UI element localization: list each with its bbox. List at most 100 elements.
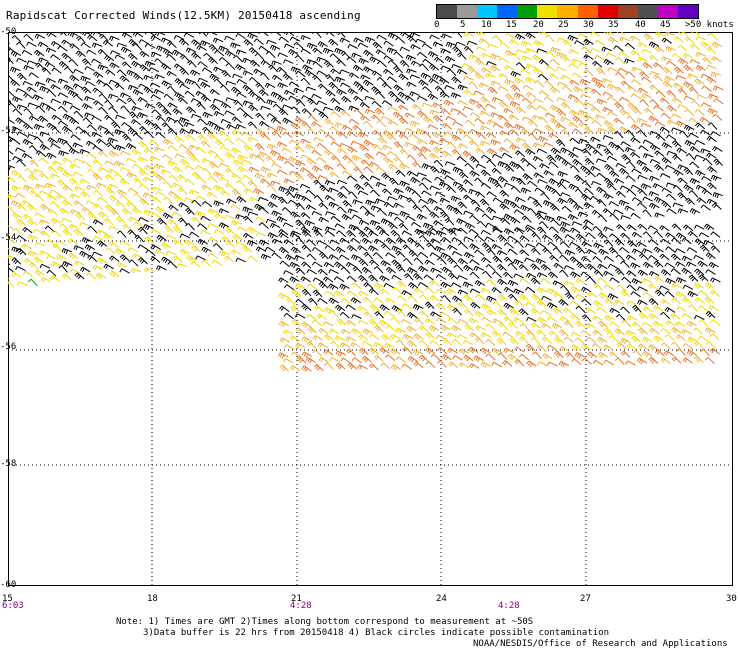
wind-barb — [631, 278, 642, 285]
wind-barb — [379, 275, 390, 282]
wind-barb — [684, 140, 696, 147]
wind-barb — [383, 156, 394, 164]
wind-barb — [563, 265, 575, 270]
wind-barb — [579, 78, 591, 85]
wind-barb — [519, 294, 530, 301]
wind-barb — [675, 232, 687, 239]
wind-barb — [695, 184, 707, 191]
wind-barb — [38, 157, 50, 165]
wind-barb — [670, 313, 681, 320]
wind-barb — [34, 269, 45, 277]
wind-barb — [515, 137, 527, 143]
wind-barb — [172, 225, 183, 233]
wind-barb — [396, 237, 407, 244]
wind-barb — [358, 334, 369, 341]
wind-barb — [41, 67, 52, 75]
wind-barb — [503, 302, 514, 310]
wind-barb — [481, 257, 492, 264]
wind-barb — [439, 91, 450, 98]
wind-barb — [636, 241, 647, 248]
wind-barb — [186, 255, 197, 262]
wind-barb — [368, 274, 379, 282]
wind-barb — [475, 294, 486, 301]
wind-barb — [683, 167, 694, 176]
wind-barb — [491, 361, 502, 368]
wind-barb — [208, 236, 219, 244]
wind-barb — [405, 215, 416, 222]
wind-barb — [397, 104, 409, 111]
wind-barb — [56, 254, 67, 261]
wind-barb — [395, 356, 406, 363]
wind-barb — [62, 171, 73, 178]
wind-barb — [671, 223, 682, 231]
wind-barb — [243, 144, 254, 152]
wind-barb — [301, 108, 312, 116]
wind-barb — [597, 320, 608, 328]
wind-barb — [580, 343, 592, 351]
wind-barb — [73, 158, 85, 163]
wind-barb — [79, 250, 90, 258]
wind-barb — [487, 43, 498, 49]
wind-barb — [573, 203, 584, 211]
wind-barb — [91, 116, 102, 122]
wind-barb — [283, 358, 294, 364]
wind-barb — [620, 289, 630, 298]
wind-barb — [665, 182, 677, 187]
wind-barb — [220, 102, 232, 109]
wind-barb — [47, 208, 58, 216]
wind-barb — [15, 117, 26, 124]
wind-barb — [23, 64, 34, 71]
wind-barb — [629, 35, 641, 41]
wind-barb — [677, 104, 688, 109]
wind-barb — [35, 150, 46, 157]
wind-barb — [652, 320, 664, 328]
wind-barb — [490, 65, 501, 72]
wind-barb — [277, 352, 289, 359]
wind-barb — [710, 71, 722, 78]
wind-barb — [377, 136, 388, 144]
wind-barb — [616, 224, 627, 232]
wind-barb — [631, 304, 642, 313]
wind-barb — [369, 304, 380, 311]
wind-barb — [642, 306, 653, 313]
wind-barb — [476, 103, 486, 111]
wind-barb — [323, 164, 334, 171]
wind-barb — [421, 43, 433, 50]
wind-barb — [295, 219, 306, 227]
wind-barb — [514, 330, 526, 337]
wind-barb — [433, 56, 445, 64]
wind-barb — [387, 196, 398, 201]
wind-barb — [604, 177, 614, 186]
wind-barb — [281, 147, 292, 153]
wind-barb — [398, 194, 409, 200]
wind-barb — [660, 238, 671, 245]
wind-barb — [631, 66, 642, 72]
wind-barb — [130, 268, 142, 274]
wind-barb — [409, 91, 420, 97]
wind-barb — [324, 194, 336, 201]
wind-barb — [70, 268, 81, 274]
wind-barb — [571, 358, 582, 365]
wind-barb — [119, 268, 130, 274]
wind-barb — [504, 93, 515, 101]
wind-barb — [456, 156, 467, 163]
wind-barb — [328, 254, 340, 261]
wind-barb — [184, 165, 196, 171]
wind-barb — [137, 156, 148, 163]
wind-barb — [491, 287, 502, 294]
wind-barb — [428, 77, 439, 84]
wind-barb — [409, 32, 421, 38]
wind-barb — [631, 231, 643, 238]
wind-barb — [248, 47, 259, 55]
wind-barb — [590, 88, 602, 96]
wind-barb — [711, 56, 722, 63]
wind-barb — [392, 111, 403, 119]
wind-barb — [636, 117, 647, 124]
wind-barb — [476, 132, 487, 140]
wind-barb — [166, 85, 177, 94]
wind-barb — [81, 86, 92, 94]
wind-barb — [191, 171, 202, 179]
wind-barb — [21, 152, 33, 159]
wind-barb — [109, 62, 120, 69]
wind-barb — [414, 317, 424, 326]
